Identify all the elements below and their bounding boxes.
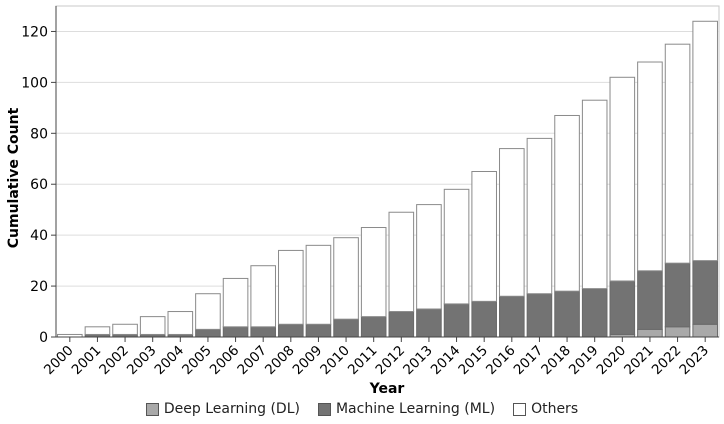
bar-ml-2008 [278, 323, 304, 338]
x-tick-label-2007: 2007 [234, 343, 270, 379]
bar-others-2010 [333, 237, 359, 320]
legend-swatch-dl [145, 402, 159, 416]
legend-label-others: Others [531, 401, 579, 417]
bar-ml-2023 [692, 260, 718, 325]
x-tick-label-2015: 2015 [455, 343, 491, 379]
x-tick-label-2016: 2016 [483, 343, 519, 379]
x-tick-label-2003: 2003 [124, 343, 160, 379]
bar-ml-2012 [388, 311, 415, 338]
y-tick-label-120: 120 [21, 24, 48, 40]
bar-ml-2011 [360, 316, 387, 338]
bar-others-2017 [526, 137, 553, 295]
y-tick-label-0: 0 [39, 330, 48, 346]
bar-ml-2013 [416, 308, 442, 338]
y-tick-label-100: 100 [21, 75, 48, 91]
bar-others-2001 [84, 326, 111, 335]
legend-swatch-ml [317, 402, 331, 416]
bar-others-2014 [443, 188, 470, 305]
x-axis-label: Year [369, 381, 405, 397]
x-tick-label-2020: 2020 [594, 343, 630, 379]
bar-ml-2019 [581, 288, 608, 338]
bar-ml-2018 [554, 290, 580, 338]
bars [57, 20, 718, 338]
x-tick-label-2023: 2023 [676, 343, 712, 379]
legend-item-dl: Deep Learning (DL) [145, 401, 300, 417]
bar-ml-2016 [499, 295, 525, 338]
x-tick-label-2010: 2010 [317, 343, 353, 379]
bar-others-2016 [499, 148, 525, 297]
bar-ml-2022 [664, 262, 691, 328]
bar-others-2005 [195, 293, 221, 330]
x-tick-label-2011: 2011 [345, 343, 381, 379]
bar-ml-2007 [250, 326, 276, 338]
bar-others-2007 [250, 265, 276, 328]
bar-others-2006 [222, 277, 249, 328]
legend: Deep Learning (DL) Machine Learning (ML)… [0, 398, 724, 420]
y-tick-label-80: 80 [30, 126, 48, 142]
bar-others-2008 [278, 249, 304, 325]
x-tick-label-2022: 2022 [649, 343, 685, 379]
x-tick-label-2006: 2006 [207, 343, 243, 379]
bar-others-2009 [305, 244, 332, 325]
x-tick-label-2018: 2018 [538, 343, 574, 379]
bar-ml-2009 [305, 323, 332, 338]
bar-ml-2014 [443, 303, 470, 338]
bar-others-2013 [416, 204, 442, 310]
bar-others-2020 [609, 76, 636, 282]
x-tick-label-2012: 2012 [373, 343, 409, 379]
x-tick-label-2014: 2014 [428, 343, 464, 379]
x-tick-label-2004: 2004 [152, 343, 188, 379]
stacked-bar-chart: 0204060801001202000200120022003200420052… [6, 5, 720, 397]
bar-dl-2022 [664, 326, 691, 338]
bar-ml-2017 [526, 293, 553, 338]
bar-others-2023 [692, 20, 718, 262]
bar-ml-2015 [471, 300, 497, 338]
x-tick-label-2013: 2013 [400, 343, 436, 379]
x-tick-label-2002: 2002 [96, 343, 132, 379]
bar-ml-2020 [609, 280, 636, 335]
bar-others-2004 [167, 311, 194, 335]
x-tick-label-2021: 2021 [621, 343, 657, 379]
bar-others-2019 [581, 99, 608, 290]
x-tick-label-2017: 2017 [511, 343, 547, 379]
bar-others-2003 [139, 316, 166, 335]
bar-others-2002 [112, 323, 138, 335]
x-tick-label-2000: 2000 [41, 343, 77, 379]
x-tick-label-2005: 2005 [179, 343, 215, 379]
x-tick-label-2008: 2008 [262, 343, 298, 379]
bar-ml-2005 [195, 328, 221, 338]
y-tick-label-20: 20 [30, 279, 48, 295]
bar-others-2015 [471, 171, 497, 302]
y-tick-label-60: 60 [30, 177, 48, 193]
bar-dl-2023 [692, 323, 718, 338]
x-tick-label-2019: 2019 [566, 343, 602, 379]
y-tick-label-40: 40 [30, 228, 48, 244]
bar-ml-2010 [333, 318, 359, 338]
legend-label-dl: Deep Learning (DL) [163, 401, 300, 417]
bar-ml-2021 [637, 270, 663, 330]
bar-others-2011 [360, 227, 387, 318]
legend-item-others: Others [513, 401, 578, 417]
x-tick-label-2009: 2009 [290, 343, 326, 379]
x-tick-label-2001: 2001 [69, 343, 105, 379]
y-axis-label: Cumulative Count [6, 107, 22, 248]
bar-others-2022 [664, 43, 691, 264]
bar-others-2021 [637, 61, 663, 272]
bar-others-2018 [554, 114, 580, 292]
bar-dl-2021 [637, 328, 663, 338]
legend-item-ml: Machine Learning (ML) [317, 401, 496, 417]
legend-label-ml: Machine Learning (ML) [335, 401, 496, 417]
legend-swatch-others [513, 402, 527, 416]
bar-ml-2006 [222, 326, 249, 338]
bar-others-2012 [388, 211, 415, 313]
